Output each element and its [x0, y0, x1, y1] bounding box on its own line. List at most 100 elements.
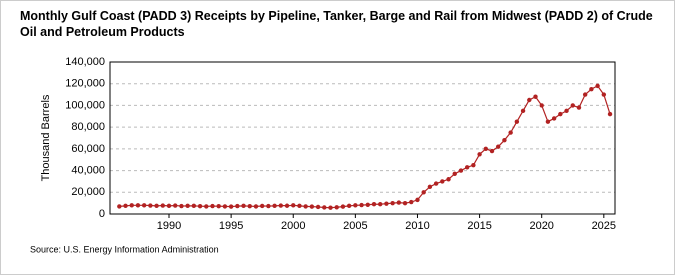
data-point — [278, 203, 284, 208]
data-point — [334, 205, 339, 210]
data-point — [141, 203, 147, 208]
data-point — [378, 202, 383, 207]
data-point — [396, 200, 402, 205]
data-point — [427, 184, 433, 190]
data-point — [284, 203, 290, 208]
x-tick-label: 2010 — [405, 220, 429, 232]
data-point — [191, 203, 197, 209]
data-point — [235, 203, 240, 209]
data-point — [489, 148, 495, 154]
plot-border — [109, 61, 616, 215]
data-point — [551, 116, 557, 121]
data-point — [359, 202, 364, 208]
data-point — [514, 119, 520, 124]
data-point — [297, 203, 302, 209]
data-point — [458, 168, 464, 173]
data-point — [117, 204, 122, 209]
data-point — [582, 92, 588, 97]
x-tick-label: 2025 — [592, 220, 616, 232]
y-tick-label: 80,000 — [71, 121, 105, 133]
data-point — [315, 204, 321, 210]
data-point — [477, 152, 482, 157]
data-point — [222, 204, 228, 209]
data-point — [160, 203, 165, 208]
data-point — [173, 203, 178, 208]
x-tick-label: 1995 — [219, 220, 243, 232]
x-tick-label: 2000 — [281, 220, 305, 232]
data-point — [197, 203, 203, 209]
data-point — [558, 111, 563, 117]
data-point — [309, 204, 315, 209]
data-point — [166, 203, 172, 209]
data-point — [129, 203, 134, 208]
data-point — [496, 144, 501, 149]
data-point — [253, 204, 259, 209]
y-tick-label: 40,000 — [71, 164, 105, 176]
data-point — [607, 111, 613, 117]
data-point — [402, 200, 408, 206]
y-tick-label: 140,000 — [65, 56, 105, 68]
data-point — [228, 204, 234, 209]
y-tick-label: 20,000 — [71, 186, 105, 198]
data-point — [595, 83, 600, 89]
data-point — [328, 205, 333, 210]
data-point — [601, 92, 607, 97]
data-point — [123, 203, 128, 209]
data-point — [272, 203, 277, 209]
y-axis-label: Thousand Barrels — [40, 94, 52, 181]
data-point — [241, 203, 246, 209]
data-point — [390, 200, 395, 206]
data-point — [440, 179, 445, 184]
data-point — [452, 171, 457, 177]
y-tick-label: 100,000 — [65, 99, 105, 111]
x-tick-label: 2020 — [529, 220, 553, 232]
data-point — [539, 103, 544, 108]
data-point — [371, 202, 377, 207]
data-point — [185, 203, 190, 209]
data-point — [520, 108, 526, 114]
series-line — [119, 85, 611, 209]
data-point — [384, 201, 389, 206]
data-point — [135, 203, 141, 208]
data-point — [409, 199, 414, 205]
x-tick-label: 2005 — [343, 220, 367, 232]
data-point — [415, 197, 420, 203]
data-point — [148, 203, 153, 208]
data-point — [589, 86, 594, 92]
data-point — [154, 203, 159, 209]
data-point — [204, 204, 209, 209]
data-point — [266, 203, 271, 209]
chart-title: Monthly Gulf Coast (PADD 3) Receipts by … — [20, 9, 653, 39]
data-point — [576, 105, 582, 110]
data-point — [365, 202, 370, 207]
data-point — [322, 205, 327, 210]
y-tick-label: 60,000 — [71, 143, 105, 155]
y-tick-label: 120,000 — [65, 78, 105, 90]
data-point — [564, 108, 569, 114]
y-tick-label: 0 — [99, 208, 105, 220]
data-point — [179, 203, 184, 209]
data-point — [216, 203, 221, 209]
data-point — [446, 177, 451, 182]
x-tick-label: 1990 — [157, 220, 181, 232]
data-point — [545, 119, 551, 124]
data-point — [533, 94, 538, 99]
data-point — [259, 203, 265, 209]
data-point — [433, 181, 439, 186]
x-tick-label: 2015 — [467, 220, 491, 232]
data-point — [508, 130, 513, 135]
data-point — [303, 204, 308, 209]
data-point — [346, 203, 352, 209]
data-point — [471, 162, 476, 168]
data-point — [247, 203, 252, 209]
data-point — [421, 190, 426, 195]
data-point — [570, 103, 575, 108]
data-point — [527, 97, 532, 103]
data-point — [291, 203, 296, 208]
data-point — [353, 203, 358, 208]
data-point — [483, 146, 488, 152]
data-point — [210, 203, 215, 209]
